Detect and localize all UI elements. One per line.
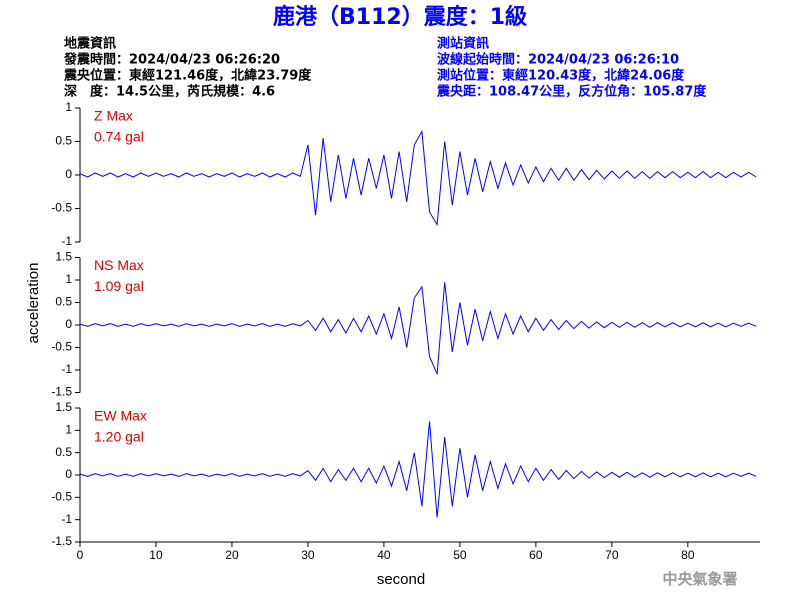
y-tick-label: 0.5 bbox=[55, 295, 72, 309]
y-tick-label: 0.5 bbox=[55, 445, 72, 459]
x-tick-label: 30 bbox=[301, 548, 315, 562]
x-tick-label: 20 bbox=[225, 548, 239, 562]
x-tick-label: 80 bbox=[681, 548, 695, 562]
annotation: 1.20 gal bbox=[94, 429, 144, 445]
footer: 中央氣象署 bbox=[662, 570, 737, 588]
y-tick-label: -1 bbox=[61, 362, 72, 376]
y-tick-label: 0.5 bbox=[55, 134, 72, 148]
info-line: 地震資訊 bbox=[64, 36, 116, 52]
y-tick-label: -1 bbox=[61, 512, 72, 526]
y-tick-label: -0.5 bbox=[51, 340, 72, 354]
y-tick-label: 1.5 bbox=[55, 400, 72, 414]
y-tick-label: -0.5 bbox=[51, 490, 72, 504]
y-tick-label: 1 bbox=[65, 100, 72, 114]
annotation: 1.09 gal bbox=[94, 278, 144, 294]
x-tick-label: 70 bbox=[605, 548, 619, 562]
y-tick-label: 1 bbox=[65, 272, 72, 286]
y-tick-label: 0 bbox=[65, 467, 72, 481]
y-tick-label: 0 bbox=[65, 317, 72, 331]
y-tick-label: -1 bbox=[61, 234, 72, 248]
y-tick-label: -0.5 bbox=[51, 201, 72, 215]
annotation: EW Max bbox=[94, 408, 147, 424]
info-line: 深 度：14.5公里，芮氏規模：4.6 bbox=[64, 84, 275, 100]
annotation: Z Max bbox=[94, 108, 133, 124]
info-line: 發震時間：2024/04/23 06:26:20 bbox=[63, 52, 280, 68]
y-tick-label: 1 bbox=[65, 423, 72, 437]
annotation: 0.74 gal bbox=[94, 129, 144, 145]
y-axis-label: acceleration bbox=[25, 263, 42, 344]
x-tick-label: 40 bbox=[377, 548, 391, 562]
x-tick-label: 50 bbox=[453, 548, 467, 562]
x-tick-label: 60 bbox=[529, 548, 543, 562]
waveform bbox=[79, 282, 757, 375]
waveform bbox=[79, 129, 757, 227]
waveform bbox=[79, 421, 757, 518]
y-tick-label: -1.5 bbox=[51, 534, 72, 548]
chart-title: 鹿港（B112）震度：1級 bbox=[273, 4, 527, 30]
info-line: 震央距：108.47公里，反方位角：105.87度 bbox=[436, 84, 707, 100]
info-line: 測站位置：東經120.43度，北緯24.06度 bbox=[437, 68, 685, 84]
x-tick-label: 0 bbox=[77, 548, 84, 562]
info-line: 測站資訊 bbox=[437, 36, 489, 52]
x-axis-label: second bbox=[377, 571, 425, 588]
y-tick-label: 1.5 bbox=[55, 250, 72, 264]
y-tick-label: -1.5 bbox=[51, 385, 72, 399]
info-line: 震央位置：東經121.46度，北緯23.79度 bbox=[63, 68, 312, 84]
annotation: NS Max bbox=[94, 257, 144, 273]
y-tick-label: 0 bbox=[65, 167, 72, 181]
info-line: 波線起始時間：2024/04/23 06:26:10 bbox=[437, 52, 679, 68]
x-tick-label: 10 bbox=[149, 548, 163, 562]
